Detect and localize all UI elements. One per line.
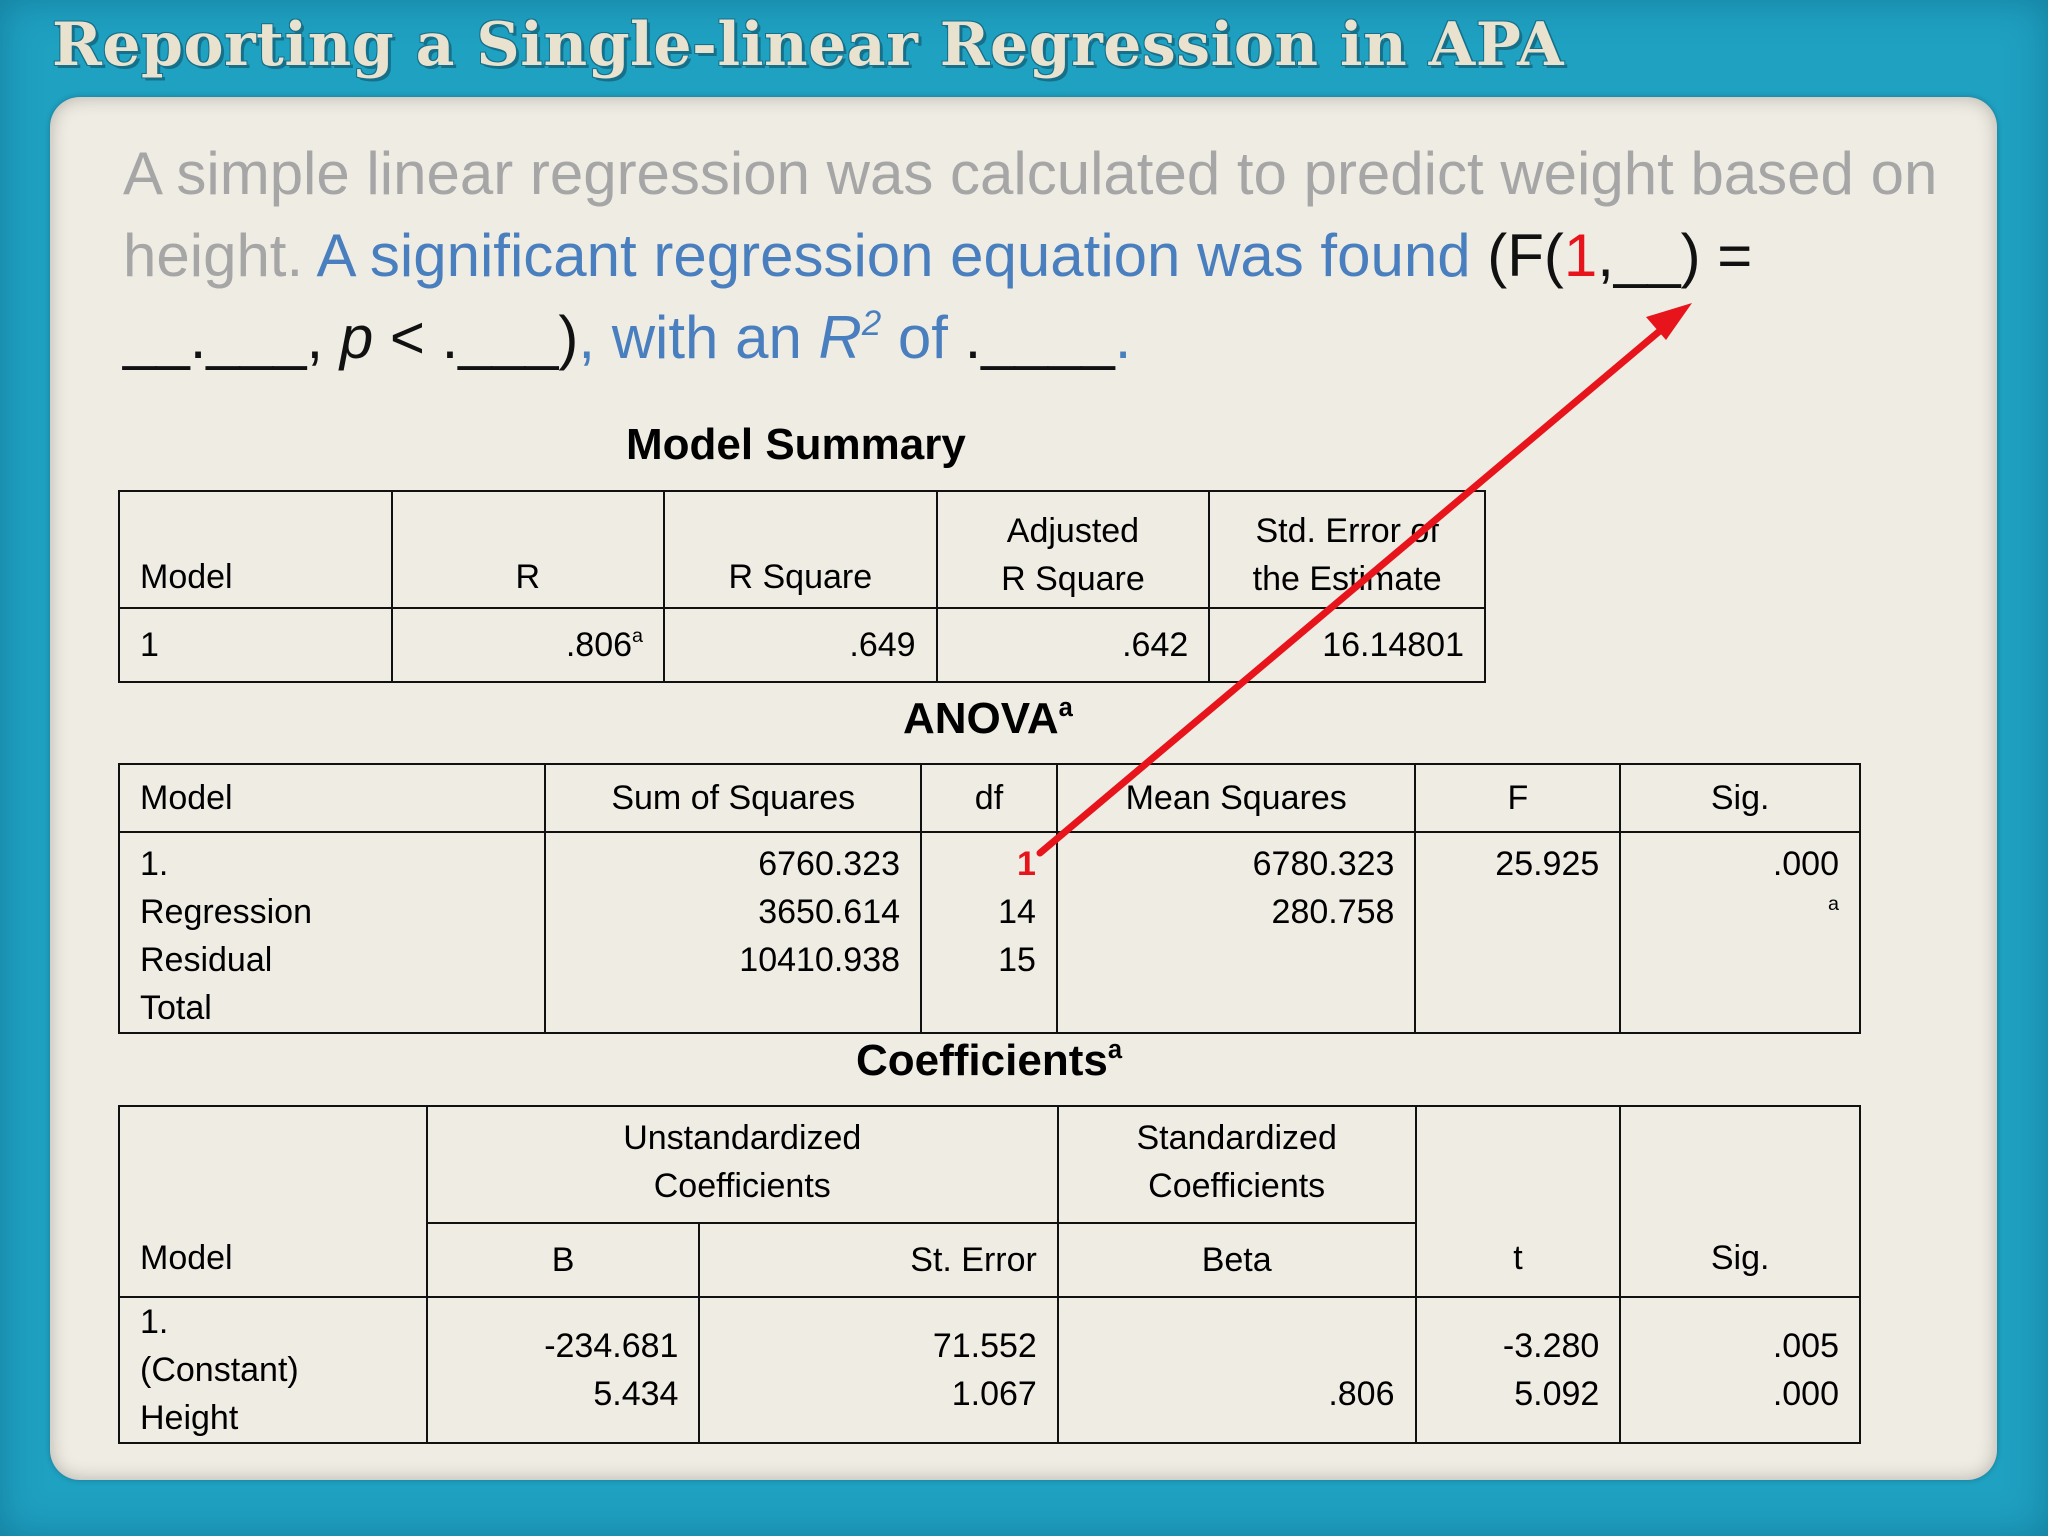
cell-model: 1 [118,607,393,683]
coef-header-standardized: Standardized Coefficients [1056,1105,1417,1224]
f-df1-highlight: 1 [1563,222,1598,289]
model-summary-header-row: Model R R Square Adjusted R Square Std. E… [118,490,1486,609]
anova-body-row: 1. Regression Residual Total 6760.323 3650… [117,831,1861,1034]
anova-df-regression-highlight: 1 [1016,845,1036,883]
coefficients-title: Coefficientsa [856,1036,1123,1085]
coef-header-st-error: St. Error [698,1222,1059,1298]
coef-header-row-2: B St. Error Beta [119,1222,1860,1298]
anova-header-ss: Sum of Squares [544,763,923,833]
header-r: R [390,490,666,609]
anova-ms-values: 6780.323 280.758 [1055,831,1417,1034]
cell-std-error: 16.14801 [1208,607,1486,683]
coef-header-model: Model [118,1105,428,1298]
apa-sentence: A simple linear regression was calculate… [123,133,1953,379]
header-r-square: R Square [663,490,938,609]
coef-sig-values: .005.000 [1619,1296,1861,1444]
f-statistic-rest: ,__) = [1597,222,1753,289]
anova-title: ANOVAa [903,694,1073,743]
cell-r-square: .649 [663,607,938,683]
p-value-blank: < .___) [389,304,579,371]
sentence-with: , with an [578,304,802,371]
coef-se-values: 71.552 1.067 [698,1296,1059,1444]
coef-model-labels: 1. (Constant) Height [118,1296,428,1444]
model-summary-table: Model R R Square Adjusted R Square Std. E… [118,490,1486,683]
r-square-blank: .____ [964,304,1115,371]
coefficients-table: Model Unstandardized Coefficients Standar… [118,1105,1861,1444]
anova-header-model: Model [117,763,547,833]
coef-header-b: B [425,1222,701,1298]
coef-beta-values: .806 [1056,1296,1417,1444]
coef-header-beta: Beta [1056,1222,1417,1298]
sentence-significant: A significant regression equation was fo… [316,222,1471,289]
coef-header-t: t [1414,1105,1622,1298]
coef-header-row-1: Model Unstandardized Coefficients Standar… [118,1105,1861,1298]
f-value-blank: __.___, [123,304,324,371]
coef-b-values: -234.681 5.434 [425,1296,701,1444]
anova-model-labels: 1. Regression Residual Total [117,831,547,1034]
anova-df-values: 1 14 15 [920,831,1058,1034]
header-std-error: Std. Error of the Estimate [1208,490,1486,609]
slide-title: Reporting a Single-linear Regression in … [52,10,1565,80]
coef-body-row: 1. (Constant) Height -234.681 5.434 71.552… [118,1296,1861,1444]
anova-ss-values: 6760.323 3650.614 10410.938 [544,831,923,1034]
anova-sig-value: .000 a [1619,831,1861,1034]
anova-f-value: 25.925 [1414,831,1622,1034]
model-summary-row: 1 .806a .649 .642 16.14801 [118,607,1486,683]
anova-header-f: F [1414,763,1622,833]
coef-header-sig: Sig. [1619,1105,1861,1298]
coef-header-unstandardized: Unstandardized Coefficients [425,1105,1059,1224]
coef-t-values: -3.280 5.092 [1414,1296,1622,1444]
p-symbol: p [339,304,374,371]
anova-header-ms: Mean Squares [1055,763,1417,833]
f-statistic-open: (F( [1487,222,1564,289]
header-model: Model [118,490,393,609]
header-adjusted-r-square: Adjusted R Square [935,490,1211,609]
sentence-intro: A simple linear regression was calculate… [123,140,1938,289]
cell-adjusted-r-square: .642 [935,607,1211,683]
anova-header-sig: Sig. [1619,763,1861,833]
sentence-period: . [1114,304,1132,371]
anova-header-row: Model Sum of Squares df Mean Squares F S… [117,763,1861,833]
r-symbol: R2 [818,304,882,371]
sentence-of: of [897,304,948,371]
cell-r: .806a [390,607,666,683]
model-summary-title: Model Summary [626,420,966,469]
anova-table: Model Sum of Squares df Mean Squares F S… [117,763,1861,1034]
anova-header-df: df [920,763,1058,833]
